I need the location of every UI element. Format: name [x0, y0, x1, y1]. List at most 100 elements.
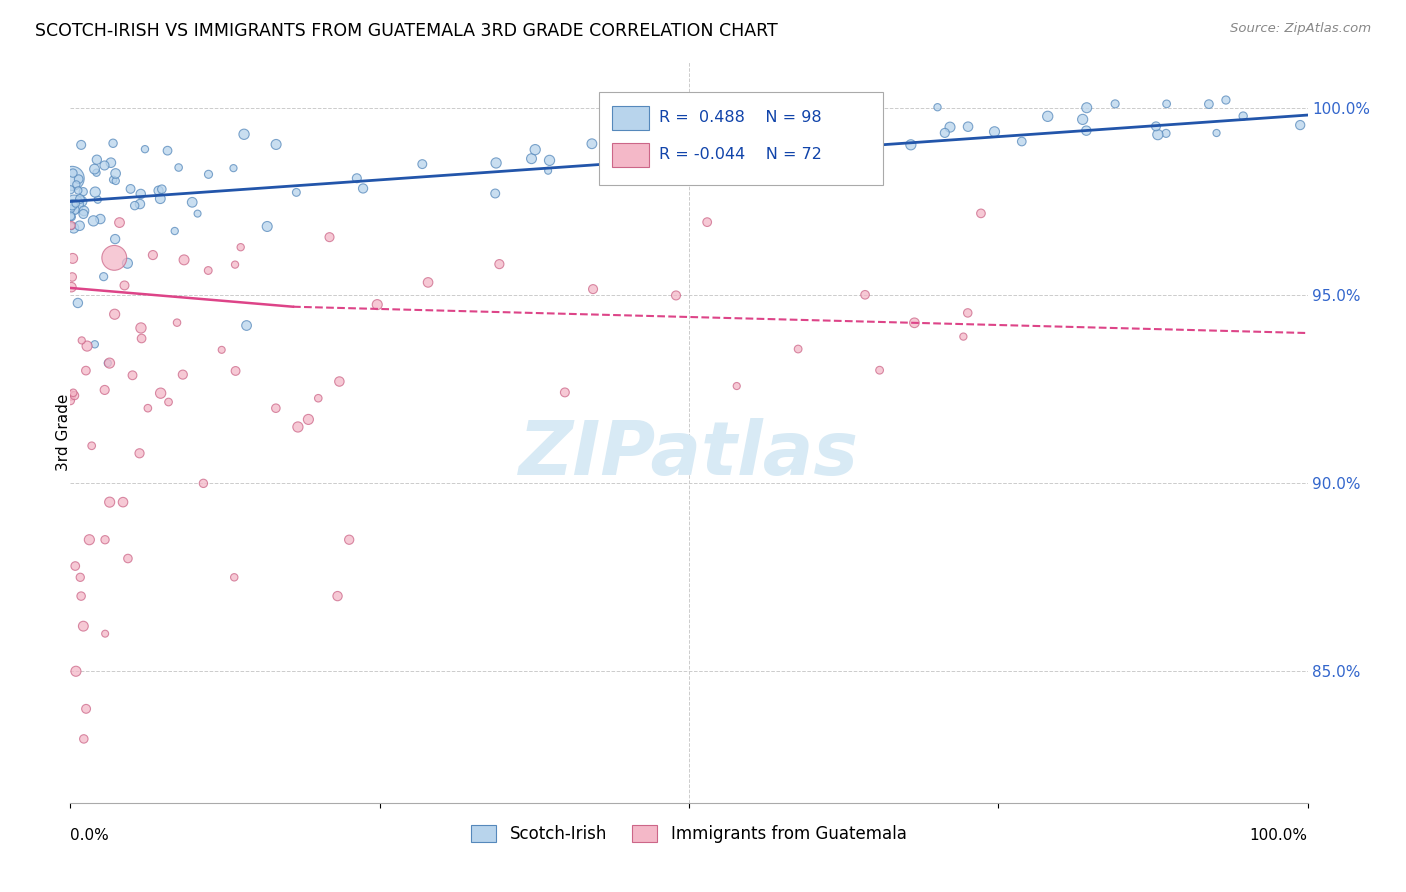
Point: [903, 316, 925, 330]
Point: [581, 136, 603, 151]
Point: [1156, 96, 1178, 111]
Point: [70, 137, 93, 152]
Point: [934, 126, 956, 140]
Point: [211, 343, 233, 357]
Point: [156, 144, 179, 158]
Point: [554, 385, 576, 400]
Point: [225, 364, 247, 378]
Point: [103, 251, 125, 265]
Point: [63, 202, 86, 217]
Point: [62, 166, 84, 180]
Point: [520, 152, 543, 166]
FancyBboxPatch shape: [612, 143, 650, 167]
Text: Source: ZipAtlas.com: Source: ZipAtlas.com: [1230, 22, 1371, 36]
Point: [197, 167, 219, 181]
Point: [1205, 126, 1227, 140]
Point: [725, 379, 748, 393]
Point: [264, 401, 287, 416]
Point: [264, 137, 287, 152]
Point: [104, 232, 127, 246]
Point: [136, 401, 159, 416]
Point: [93, 269, 115, 284]
Point: [326, 589, 349, 603]
Point: [101, 136, 124, 151]
Point: [224, 258, 246, 272]
Point: [93, 158, 115, 172]
Point: [538, 153, 561, 168]
Point: [79, 533, 101, 547]
Point: [166, 316, 188, 330]
Text: R = -0.044    N = 72: R = -0.044 N = 72: [659, 147, 823, 162]
Point: [149, 192, 172, 206]
Point: [485, 156, 508, 170]
Point: [94, 626, 117, 640]
Point: [60, 219, 83, 233]
Point: [69, 192, 91, 206]
Point: [59, 388, 82, 402]
Point: [488, 257, 510, 271]
Point: [233, 128, 256, 142]
Point: [66, 296, 89, 310]
Point: [970, 206, 993, 220]
Point: [69, 570, 91, 584]
Point: [150, 182, 173, 196]
Point: [1198, 97, 1220, 112]
Point: [60, 219, 83, 234]
Point: [173, 252, 195, 267]
Point: [624, 120, 647, 134]
Point: [1144, 120, 1167, 134]
Point: [128, 446, 150, 460]
FancyBboxPatch shape: [612, 106, 650, 130]
Point: [70, 589, 93, 603]
Point: [537, 163, 560, 178]
Point: [1036, 109, 1059, 123]
Point: [86, 153, 108, 167]
Point: [148, 184, 170, 198]
Point: [73, 731, 96, 746]
Point: [117, 256, 139, 270]
Point: [524, 143, 547, 157]
Point: [62, 252, 84, 266]
Point: [297, 412, 319, 426]
FancyBboxPatch shape: [599, 92, 883, 185]
Point: [307, 391, 329, 405]
Point: [484, 186, 506, 201]
Point: [72, 619, 94, 633]
Point: [900, 137, 922, 152]
Point: [1011, 135, 1033, 149]
Point: [60, 280, 83, 294]
Point: [67, 172, 90, 186]
Point: [98, 356, 121, 370]
Point: [1154, 127, 1177, 141]
Point: [131, 331, 153, 345]
Point: [197, 263, 219, 277]
Point: [59, 209, 82, 223]
Point: [235, 318, 257, 333]
Point: [97, 356, 120, 370]
Point: [411, 157, 433, 171]
Point: [86, 166, 108, 180]
Point: [224, 570, 246, 584]
Point: [187, 206, 209, 220]
Point: [287, 420, 309, 434]
Point: [124, 199, 146, 213]
Point: [129, 321, 152, 335]
Point: [89, 212, 111, 227]
Point: [121, 368, 143, 383]
Point: [120, 182, 142, 196]
Point: [60, 198, 83, 212]
Point: [63, 197, 86, 211]
Point: [87, 193, 110, 207]
Point: [352, 181, 374, 195]
Point: [100, 155, 122, 169]
Point: [117, 551, 139, 566]
Point: [172, 368, 194, 382]
Point: [939, 120, 962, 135]
Point: [104, 174, 127, 188]
Point: [1215, 93, 1237, 107]
Point: [98, 495, 121, 509]
Point: [658, 128, 681, 142]
Point: [157, 395, 180, 409]
Point: [104, 307, 127, 321]
Point: [1071, 112, 1094, 127]
